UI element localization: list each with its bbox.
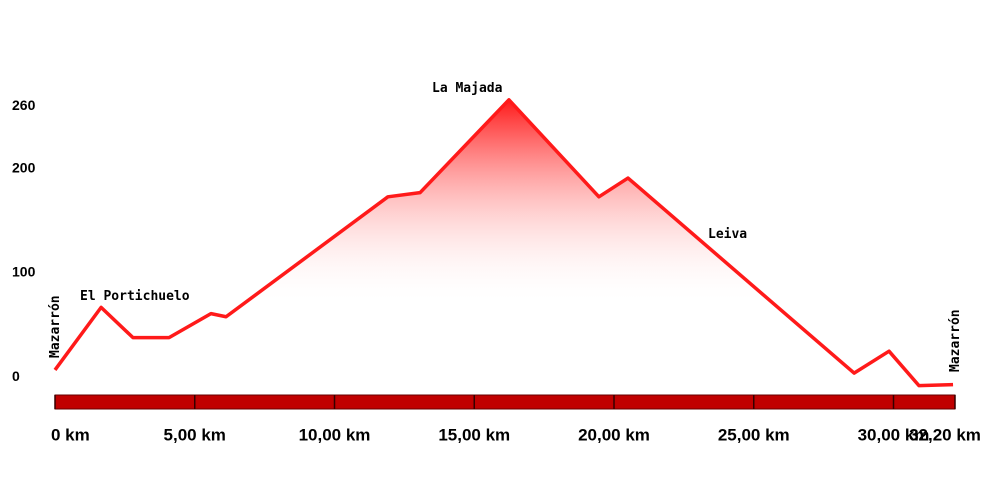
y-tick-label: 260: [12, 97, 36, 113]
x-tick-label: 5,00 km: [164, 425, 226, 444]
x-tick-label: 15,00 km: [438, 425, 510, 444]
elevation-area: [55, 99, 954, 396]
annotation: El Portichuelo: [80, 289, 190, 304]
annotation: Mazarrón: [48, 295, 63, 358]
annotation: Mazarrón: [948, 309, 963, 372]
distance-bar: [54, 394, 956, 410]
y-tick-label: 100: [12, 264, 36, 280]
elevation-line: [53, 98, 954, 388]
y-tick-label: 200: [12, 159, 36, 175]
x-tick-label: 25,00 km: [718, 425, 790, 444]
x-tick-label: 10,00 km: [299, 425, 371, 444]
annotation: Leiva: [708, 227, 747, 242]
y-tick-label: 0: [12, 368, 20, 384]
x-tick-label: 32,20 km: [909, 425, 981, 444]
annotation: La Majada: [432, 81, 503, 96]
x-tick-label: 30,00 km: [858, 425, 930, 444]
x-tick-label: 0 km: [51, 425, 90, 444]
x-tick-label: 20,00 km: [578, 425, 650, 444]
